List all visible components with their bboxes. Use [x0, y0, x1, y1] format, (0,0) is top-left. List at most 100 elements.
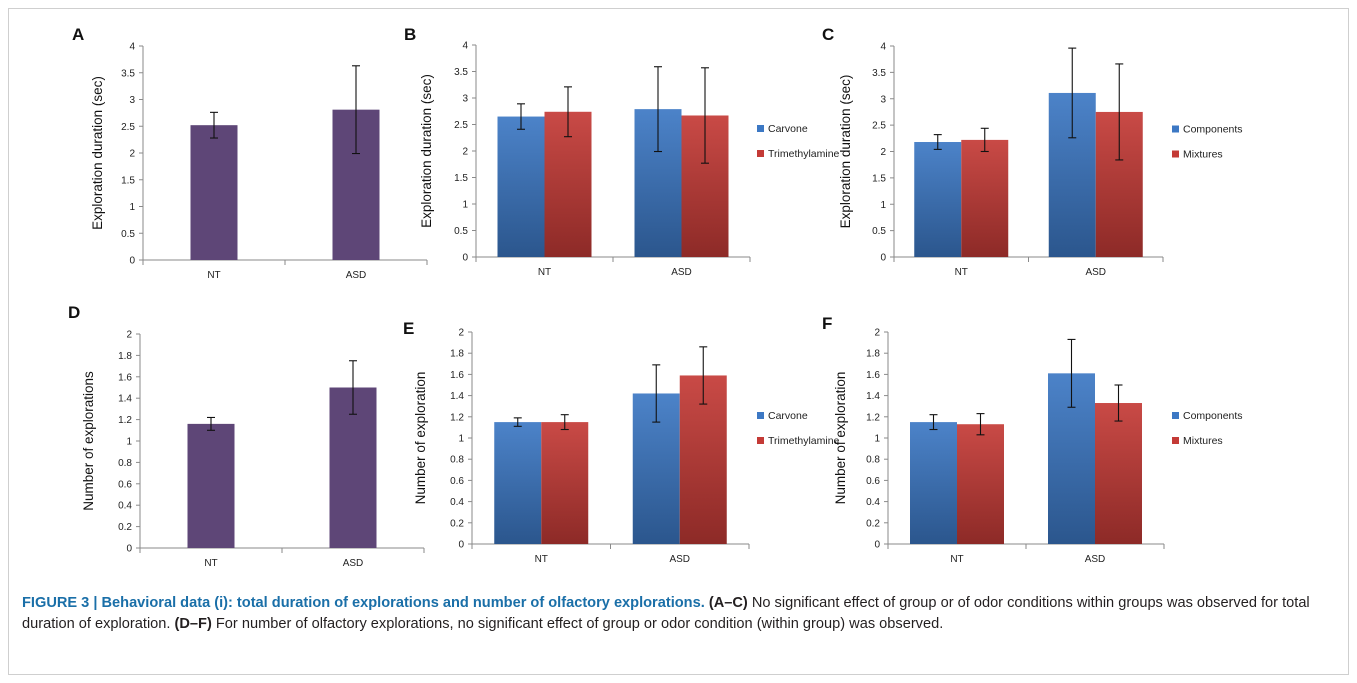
y-tick-label: 1.5 [454, 173, 468, 184]
error-bar [207, 416, 215, 431]
y-tick-label: 3 [129, 95, 135, 106]
y-tick-label: 1.4 [450, 391, 464, 402]
bar-nt-carvone [497, 116, 545, 257]
y-tick-label: 0.5 [872, 226, 886, 237]
y-tick-label: 0.5 [454, 226, 468, 237]
error-bar [652, 364, 661, 423]
y-tick-label: 0.4 [866, 497, 880, 508]
caption-part2-label: (D–F) [174, 615, 212, 632]
y-tick-label: 0.8 [450, 455, 464, 466]
error-bar [976, 413, 985, 436]
panel-label: D [68, 303, 80, 322]
y-tick-label: 1 [129, 202, 135, 213]
y-tick-label: 1 [880, 200, 886, 211]
error-bar [929, 414, 938, 431]
error-bar [517, 103, 525, 130]
y-tick-label: 4 [129, 42, 135, 53]
bar-asd-mixtures [1095, 403, 1142, 544]
error-bar [1068, 47, 1077, 139]
y-tick-label: 1.2 [118, 415, 132, 426]
error-bar [210, 111, 218, 139]
y-tick-label: 1.6 [450, 370, 464, 381]
error-bar [352, 65, 360, 155]
chart-panel-a: A 0 0.5 1 1.5 2 2.5 3 3.5 4 Exploration duration (… [72, 25, 428, 281]
y-tick-label: 3 [462, 94, 468, 105]
y-tick-label: 2 [458, 328, 464, 339]
legend-label: Mixtures [1183, 435, 1223, 447]
y-tick-label: 1.5 [872, 173, 886, 184]
chart-panel-f: F 0 0.2 0.4 0.6 0.8 1 1.2 1.4 1.6 1.8 2 Number of ex… [822, 314, 1243, 565]
y-tick-label: 1.8 [118, 351, 132, 362]
y-tick-label: 1.6 [866, 370, 880, 381]
error-bar [564, 86, 572, 138]
chart-panel-d: D 0 0.2 0.4 0.6 0.8 1 1.2 1.4 1.6 1.8 2 Number of ex… [68, 303, 425, 569]
y-tick-label: 3.5 [872, 68, 886, 79]
y-tick-label: 1 [126, 437, 132, 448]
y-tick-label: 2 [129, 149, 135, 160]
y-tick-label: 1.2 [866, 412, 880, 423]
y-axis-title: Number of explorations [81, 371, 96, 511]
y-tick-label: 3.5 [454, 67, 468, 78]
chart-panel-c: C 0 0.5 1 1.5 2 2.5 3 3.5 4 Exploration duration (… [822, 25, 1243, 278]
y-tick-label: 0.2 [450, 518, 464, 529]
x-tick-label: ASD [669, 554, 690, 565]
legend-entry: Trimethylamine [757, 148, 840, 160]
error-bar [699, 346, 708, 405]
legend-label: Mixtures [1183, 149, 1223, 161]
caption-part2-text: For number of olfactory explorations, no… [215, 615, 944, 632]
error-bar [701, 67, 709, 164]
y-tick-label: 0 [129, 256, 135, 267]
x-tick-label: ASD [346, 270, 367, 281]
panel-label: B [404, 25, 416, 44]
y-tick-label: 1.5 [121, 175, 135, 186]
y-axis-title: Number of exploration [833, 372, 848, 505]
y-tick-label: 2 [874, 328, 880, 339]
x-tick-label: NT [535, 554, 548, 565]
y-axis-title: Exploration duration (sec) [419, 74, 434, 228]
x-tick-label: ASD [1085, 554, 1106, 565]
bar-nt-mixtures [957, 424, 1004, 544]
error-bar [349, 360, 357, 415]
y-tick-label: 2 [126, 330, 132, 341]
x-tick-label: NT [207, 270, 220, 281]
caption-part1-text: No significant effect of group or of odo… [22, 595, 1310, 632]
error-bar [1114, 384, 1123, 422]
panel-label: A [72, 25, 84, 44]
chart-panel-e: E 0 0.2 0.4 0.6 0.8 1 1.2 1.4 1.6 1.8 2 Number of ex… [403, 319, 840, 565]
bar-nt-components [910, 422, 957, 544]
error-bar [513, 417, 522, 427]
legend-swatch [757, 125, 764, 132]
legend-label: Components [1183, 410, 1243, 422]
y-tick-label: 0 [462, 253, 468, 264]
error-bar [933, 134, 942, 150]
bar-nt-carvone [494, 422, 542, 544]
legend-entry: Components [1172, 124, 1243, 136]
y-tick-label: 1 [462, 200, 468, 211]
x-tick-label: ASD [1085, 267, 1106, 278]
legend-entry: Mixtures [1172, 149, 1223, 161]
y-tick-label: 1 [874, 434, 880, 445]
y-tick-label: 0.6 [118, 479, 132, 490]
y-tick-label: 3 [880, 94, 886, 105]
bar-nt-components [914, 142, 962, 257]
x-tick-label: ASD [671, 267, 692, 278]
legend-entry: Mixtures [1172, 435, 1223, 447]
y-tick-label: 0.8 [866, 455, 880, 466]
error-bar [560, 414, 569, 431]
y-tick-label: 2.5 [121, 122, 135, 133]
legend-swatch [1172, 125, 1179, 133]
y-tick-label: 0 [880, 253, 886, 264]
y-axis-title: Exploration duration (sec) [90, 76, 105, 230]
error-bar [654, 66, 662, 153]
y-tick-label: 1.2 [450, 412, 464, 423]
y-tick-label: 0 [126, 544, 132, 555]
y-tick-label: 1.6 [118, 372, 132, 383]
legend-entry: Carvone [757, 123, 808, 135]
y-tick-label: 3.5 [121, 68, 135, 79]
legend-label: Trimethylamine [768, 435, 840, 447]
legend-label: Carvone [768, 123, 808, 135]
y-tick-label: 1.4 [866, 391, 880, 402]
chart-panel-b: B 0 0.5 1 1.5 2 2.5 3 3.5 4 Exploration duration (… [404, 25, 840, 278]
error-bar [980, 127, 989, 153]
legend-label: Carvone [768, 410, 808, 422]
